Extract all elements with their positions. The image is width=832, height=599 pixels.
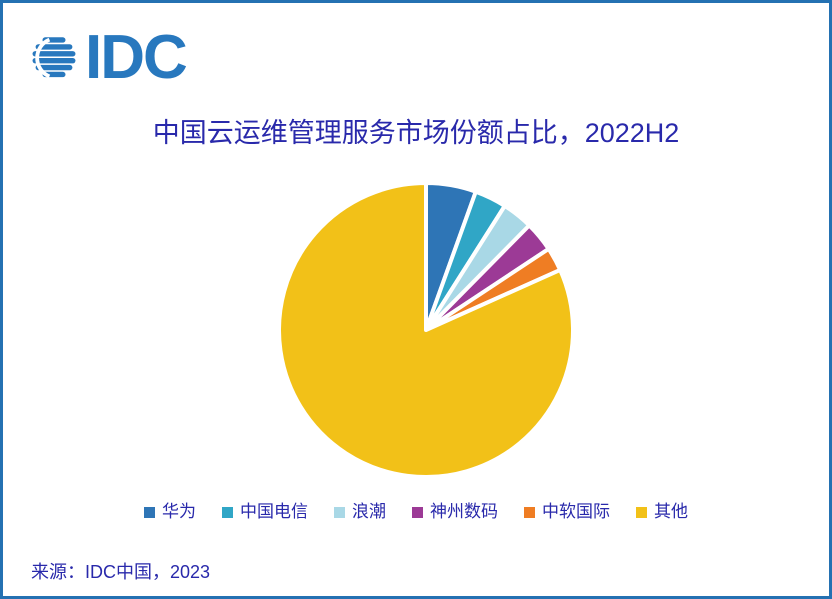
legend-swatch-icon <box>412 506 423 518</box>
legend-swatch-icon <box>524 506 535 518</box>
legend-swatch-icon <box>636 506 647 518</box>
pie-slice <box>277 181 575 479</box>
legend-label: 中国电信 <box>240 502 308 521</box>
legend-label: 华为 <box>162 502 196 521</box>
legend-label: 浪潮 <box>352 502 386 521</box>
legend-item: 浪潮 <box>334 502 386 522</box>
legend-item: 神州数码 <box>412 502 498 522</box>
legend-item: 华为 <box>144 502 196 522</box>
legend-label: 神州数码 <box>430 502 498 521</box>
pie-chart <box>276 180 576 480</box>
pie-chart-svg <box>277 181 575 479</box>
legend-swatch-icon <box>144 506 155 518</box>
legend-item: 其他 <box>636 502 688 522</box>
legend-item: 中软国际 <box>524 502 610 522</box>
idc-globe-icon <box>32 37 76 79</box>
legend-label: 中软国际 <box>542 502 610 521</box>
chart-legend: 华为 中国电信 浪潮 神州数码 中软国际 其他 <box>3 502 829 522</box>
idc-logo: IDC <box>31 23 188 92</box>
chart-title: 中国云运维管理服务市场份额占比，2022H2 <box>152 118 680 148</box>
idc-logo-text: IDC <box>85 23 188 92</box>
legend-swatch-icon <box>222 506 233 518</box>
legend-swatch-icon <box>334 506 345 518</box>
legend-item: 中国电信 <box>222 502 308 522</box>
legend-label: 其他 <box>654 502 688 521</box>
source-text: 来源：IDC中国，2023 <box>31 562 211 582</box>
